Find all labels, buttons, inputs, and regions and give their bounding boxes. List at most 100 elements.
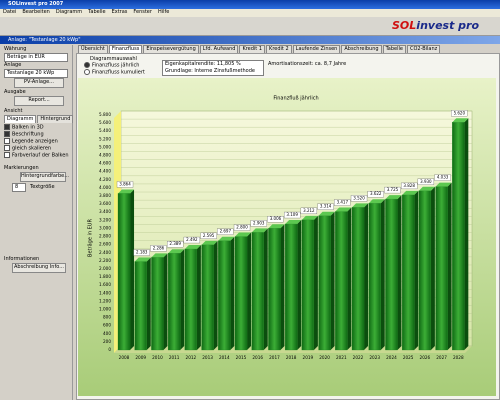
x-tick-label: 2016 [252, 355, 263, 360]
bar [284, 223, 298, 351]
bar [418, 190, 432, 351]
button[interactable]: Hintergrundfarbe... [20, 172, 69, 182]
x-tick-label: 2009 [135, 355, 146, 360]
y-tick-label: 4.000 [99, 185, 111, 190]
y-tick-label: 200 [103, 339, 111, 344]
x-tick-label: 2013 [202, 355, 213, 360]
menu-item[interactable]: Tabelle [88, 9, 106, 15]
value-label: 3.864 [119, 181, 131, 186]
checkbox[interactable]: Balken in 3D [4, 124, 69, 131]
y-tick-label: 5.600 [99, 120, 111, 125]
value-label: 3.212 [303, 208, 315, 213]
checkbox-label: Farbverlauf der Balken [12, 152, 69, 159]
radio[interactable]: Finanzfluss jährlich [84, 62, 139, 70]
bar-top [151, 253, 168, 258]
bar-top [301, 215, 318, 220]
bar-side [146, 257, 151, 350]
value-label-box [451, 110, 468, 117]
tab[interactable]: Diagramm [4, 115, 37, 123]
window-title: SOLinvest pro 2007 [8, 1, 64, 7]
bar [452, 122, 465, 351]
value-label-box [167, 241, 184, 248]
value-label-box [116, 181, 134, 188]
menu-item[interactable]: Hilfe [157, 9, 170, 15]
bar-top [335, 207, 352, 212]
bar-side [430, 186, 435, 350]
x-tick-label: 2026 [420, 355, 431, 360]
bar-side [380, 199, 385, 350]
x-tick-label: 2014 [219, 355, 230, 360]
button[interactable]: Abschreibung Info... [12, 263, 66, 273]
options: Balken in 3D Beschriftung Legende anzeigen… [4, 124, 69, 159]
y-tick-label: 5.400 [99, 128, 111, 133]
doc-title: Anlage: "Testanlage 20 kWp" [8, 37, 81, 43]
y-tick-label: 5.200 [99, 136, 111, 141]
bar-top [168, 249, 185, 254]
tab[interactable]: Kredit 1 [239, 45, 266, 53]
value-label: 5.620 [454, 110, 466, 115]
bar-side [313, 215, 318, 350]
bar-top [385, 195, 402, 200]
logo-rest: invest pro [416, 19, 480, 32]
value-label-box [417, 178, 435, 185]
checkbox[interactable]: Farbverlauf der Balken [4, 152, 69, 159]
currency: Beträge in EUR [4, 53, 68, 62]
label: Währung [4, 46, 27, 52]
value-label-box [401, 182, 418, 190]
button[interactable]: PV-Anlage... [14, 78, 64, 88]
bar [151, 257, 164, 351]
tab[interactable]: Tabelle [382, 45, 406, 53]
menu-item[interactable]: Diagramm [55, 9, 83, 15]
tab[interactable]: Kredit 2 [266, 45, 292, 53]
value-label: 2.492 [186, 237, 198, 242]
tab[interactable]: Lfd. Aufwand [199, 45, 239, 53]
x-tick-label: 2018 [286, 355, 297, 360]
x-tick-label: 2028 [453, 355, 464, 360]
tab[interactable]: Laufende Zinsen [292, 45, 341, 53]
spinner[interactable]: 8 [12, 183, 26, 192]
bar-side [397, 195, 402, 350]
value-label-box [217, 228, 234, 235]
checkbox[interactable]: gleich skalieren [4, 145, 69, 152]
tab[interactable]: Übersicht [78, 45, 108, 53]
plant[interactable]: Testanlage 20 kWp [4, 69, 68, 78]
button[interactable]: Report... [14, 96, 64, 106]
logo: SOLinvest pro [392, 19, 479, 32]
label: Textgröße [30, 184, 55, 190]
checkbox[interactable]: Legende anzeigen [4, 138, 69, 145]
value-label: 3.828 [403, 183, 415, 188]
tab[interactable]: Abschreibung [341, 45, 382, 53]
radio[interactable]: Finanzfluss kumuliert [84, 69, 145, 77]
menu-item[interactable]: Extras [111, 9, 128, 15]
menu-item[interactable]: Datei [3, 9, 17, 15]
bar [401, 194, 415, 351]
x-tick-label: 2021 [336, 355, 347, 360]
checkbox[interactable]: Beschriftung [4, 131, 69, 138]
checkbox-label: Balken in 3D [12, 124, 44, 131]
value-label-box [267, 216, 284, 223]
value-label: 3.725 [387, 187, 399, 192]
value-label-box [350, 195, 368, 202]
y-axis-label: Beträge in EUR [88, 219, 94, 257]
bar-top [418, 186, 435, 191]
menu-item[interactable]: Bearbeiten [22, 9, 50, 15]
tab[interactable]: Einspeisevergütung [143, 45, 199, 53]
y-tick-label: 2.200 [99, 258, 111, 263]
y-tick-label: 400 [103, 331, 111, 336]
tab[interactable]: Hintergrund [37, 115, 74, 123]
x-tick-label: 2023 [369, 355, 380, 360]
label: Markierungen [4, 165, 39, 171]
tab[interactable]: CO2-Bilanz [406, 45, 441, 53]
bar [167, 253, 181, 351]
bar [134, 261, 147, 351]
bar [335, 211, 348, 351]
menu-item[interactable]: Fenster [133, 9, 152, 15]
value-label: 2.595 [203, 233, 215, 238]
bar-top [184, 245, 201, 250]
return: Eigenkapitalrendite: 11,805 % [165, 61, 241, 67]
radio-dot [84, 69, 90, 75]
tab[interactable]: Finanzfluss [108, 45, 143, 53]
bar-top [452, 118, 469, 123]
y-tick-label: 3.800 [99, 193, 111, 198]
